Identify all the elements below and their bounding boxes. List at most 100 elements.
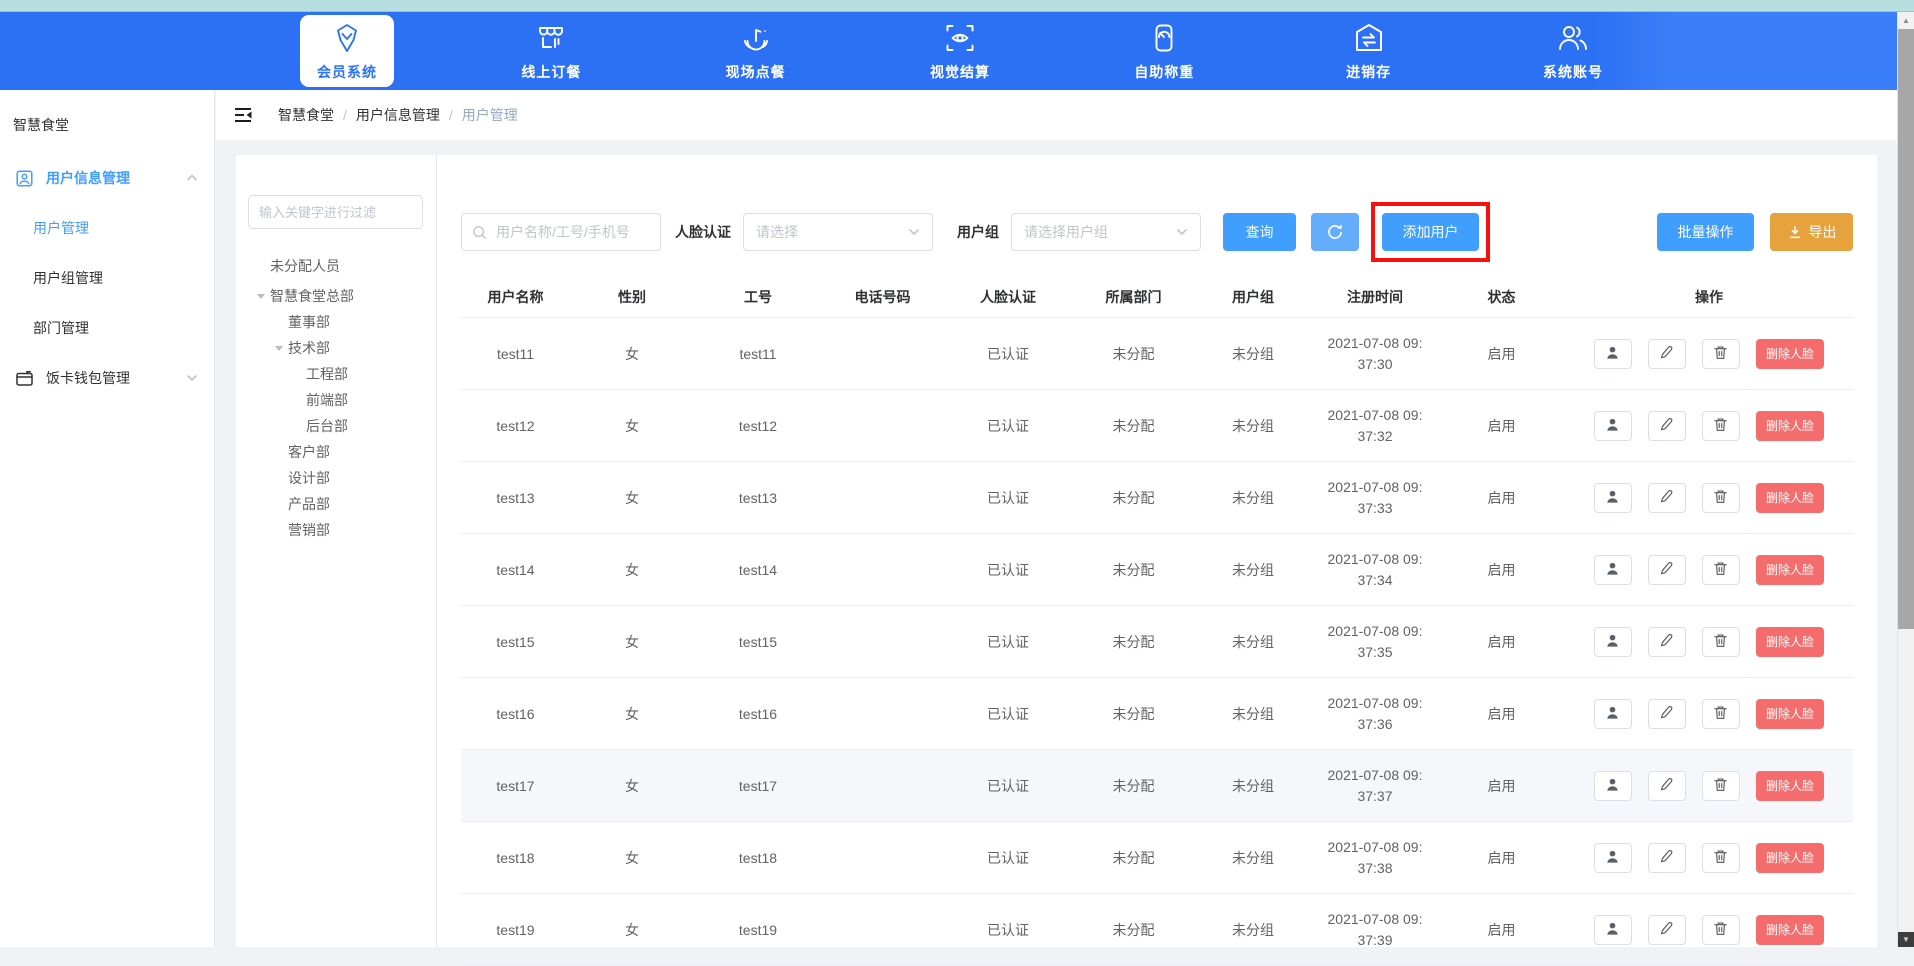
trash-button[interactable] [1701,554,1740,585]
cell-operations: 删除人脸 [1565,914,1853,945]
nav-item-onsite-order[interactable]: 现场点餐 [709,12,803,90]
refresh-button[interactable] [1311,213,1359,251]
face-auth-select[interactable]: 请选择 [743,213,933,251]
edit-button[interactable] [1647,770,1686,801]
edit-button[interactable] [1647,842,1686,873]
nav-item-inventory[interactable]: 进销存 [1322,12,1416,90]
nav-item-member-system[interactable]: 会员系统 [300,15,394,87]
cell-job_no: test15 [738,633,778,650]
cell-operations: 删除人脸 [1565,626,1853,657]
cell-registered-time: 2021-07-08 09: 37:36 [1312,693,1438,734]
cell-name: test16 [496,705,535,722]
tree-node[interactable]: 设计部 [248,465,423,491]
tree-node[interactable]: 技术部 [248,335,423,361]
user-group-select[interactable]: 请选择用户组 [1011,213,1201,251]
delete-face-button[interactable]: 删除人脸 [1755,770,1824,801]
scrollbar-thumb[interactable] [1898,29,1914,629]
cell-job_no: test16 [738,705,778,722]
chevron-up-icon [186,174,198,182]
nav-item-self-weigh[interactable]: 自助称重 [1117,12,1211,90]
tree-node[interactable]: 产品部 [248,491,423,517]
scroll-down-icon[interactable]: ▼ [1898,932,1914,947]
nav-item-system-account[interactable]: 系统账号 [1526,12,1620,90]
user-button[interactable] [1593,698,1632,729]
trash-button[interactable] [1701,626,1740,657]
tree-node[interactable]: 智慧食堂总部 [248,283,423,309]
self-weigh-icon [1147,21,1181,55]
menu-fold-icon[interactable] [232,104,254,126]
tree-node[interactable]: 前端部 [248,387,423,413]
nav-item-label: 进销存 [1346,63,1392,80]
user-icon [1604,488,1621,508]
delete-face-button[interactable]: 删除人脸 [1755,482,1824,513]
export-button[interactable]: 导出 [1770,213,1853,251]
trash-icon [1712,488,1729,508]
cell-department: 未分配 [1112,921,1155,938]
breadcrumb-item[interactable]: 用户信息管理 [355,107,440,123]
edit-button[interactable] [1647,482,1686,513]
trash-button[interactable] [1701,842,1740,873]
cell-status: 启用 [1487,561,1516,578]
tree-node[interactable]: 营销部 [248,517,423,543]
user-button[interactable] [1593,338,1632,369]
trash-button[interactable] [1701,914,1740,945]
sidebar-menu-user-info-management[interactable]: 用户信息管理 [0,153,214,203]
tree-node[interactable]: 后台部 [248,413,423,439]
delete-face-button[interactable]: 删除人脸 [1755,626,1824,657]
user-icon [1604,920,1621,940]
add-user-button[interactable]: 添加用户 [1382,213,1479,251]
user-button[interactable] [1593,482,1632,513]
tree-node[interactable]: 董事部 [248,309,423,335]
user-button[interactable] [1593,770,1632,801]
edit-button[interactable] [1647,914,1686,945]
edit-icon [1658,416,1675,436]
nav-item-online-order[interactable]: 线上订餐 [504,12,598,90]
trash-button[interactable] [1701,770,1740,801]
trash-button[interactable] [1701,482,1740,513]
user-button[interactable] [1593,914,1632,945]
registered-time-line: 37:30 [1357,355,1393,372]
edit-button[interactable] [1647,554,1686,585]
column-header: 性别 [618,289,646,305]
delete-face-button[interactable]: 删除人脸 [1755,410,1824,441]
sidebar-item-department-management[interactable]: 部门管理 [33,320,89,336]
edit-button[interactable] [1647,698,1686,729]
cell-face_auth: 已认证 [987,921,1029,938]
delete-face-button[interactable]: 删除人脸 [1755,338,1824,369]
inventory-icon [1352,21,1386,55]
sidebar-item-user-management[interactable]: 用户管理 [33,220,89,236]
delete-face-button[interactable]: 删除人脸 [1755,698,1824,729]
user-button[interactable] [1593,554,1632,585]
query-button[interactable]: 查询 [1223,213,1296,251]
tree-node[interactable]: 工程部 [248,361,423,387]
delete-face-button[interactable]: 删除人脸 [1755,842,1824,873]
tree-filter-input[interactable] [248,195,423,229]
sidebar-item-user-group-management[interactable]: 用户组管理 [33,270,103,286]
delete-face-button[interactable]: 删除人脸 [1755,914,1824,945]
top-navigation: 会员系统 线上订餐 现场点餐 视觉结算 自助称重 进销存 系统账号 [0,12,1897,90]
tree-node[interactable]: 未分配人员 [248,253,423,279]
user-button[interactable] [1593,626,1632,657]
page-scrollbar[interactable]: ▲ ▼ [1897,12,1914,947]
edit-button[interactable] [1647,626,1686,657]
batch-operation-button[interactable]: 批量操作 [1657,213,1754,251]
breadcrumb-item[interactable]: 智慧食堂 [278,107,334,123]
user-search-input[interactable] [494,223,650,241]
cell-job_no: test18 [738,849,778,866]
trash-button[interactable] [1701,410,1740,441]
user-button[interactable] [1593,842,1632,873]
edit-button[interactable] [1647,410,1686,441]
edit-button[interactable] [1647,338,1686,369]
sidebar-menu-meal-card-wallet[interactable]: 饭卡钱包管理 [0,353,214,403]
nav-item-visual-checkout[interactable]: 视觉结算 [913,12,1007,90]
delete-face-button[interactable]: 删除人脸 [1755,554,1824,585]
trash-button[interactable] [1701,338,1740,369]
cell-face_auth: 已认证 [987,489,1029,506]
scroll-up-icon[interactable]: ▲ [1902,15,1910,25]
user-button[interactable] [1593,410,1632,441]
tree-node[interactable]: 客户部 [248,439,423,465]
cell-gender: 女 [625,345,639,362]
cell-name: test13 [496,489,535,506]
trash-button[interactable] [1701,698,1740,729]
